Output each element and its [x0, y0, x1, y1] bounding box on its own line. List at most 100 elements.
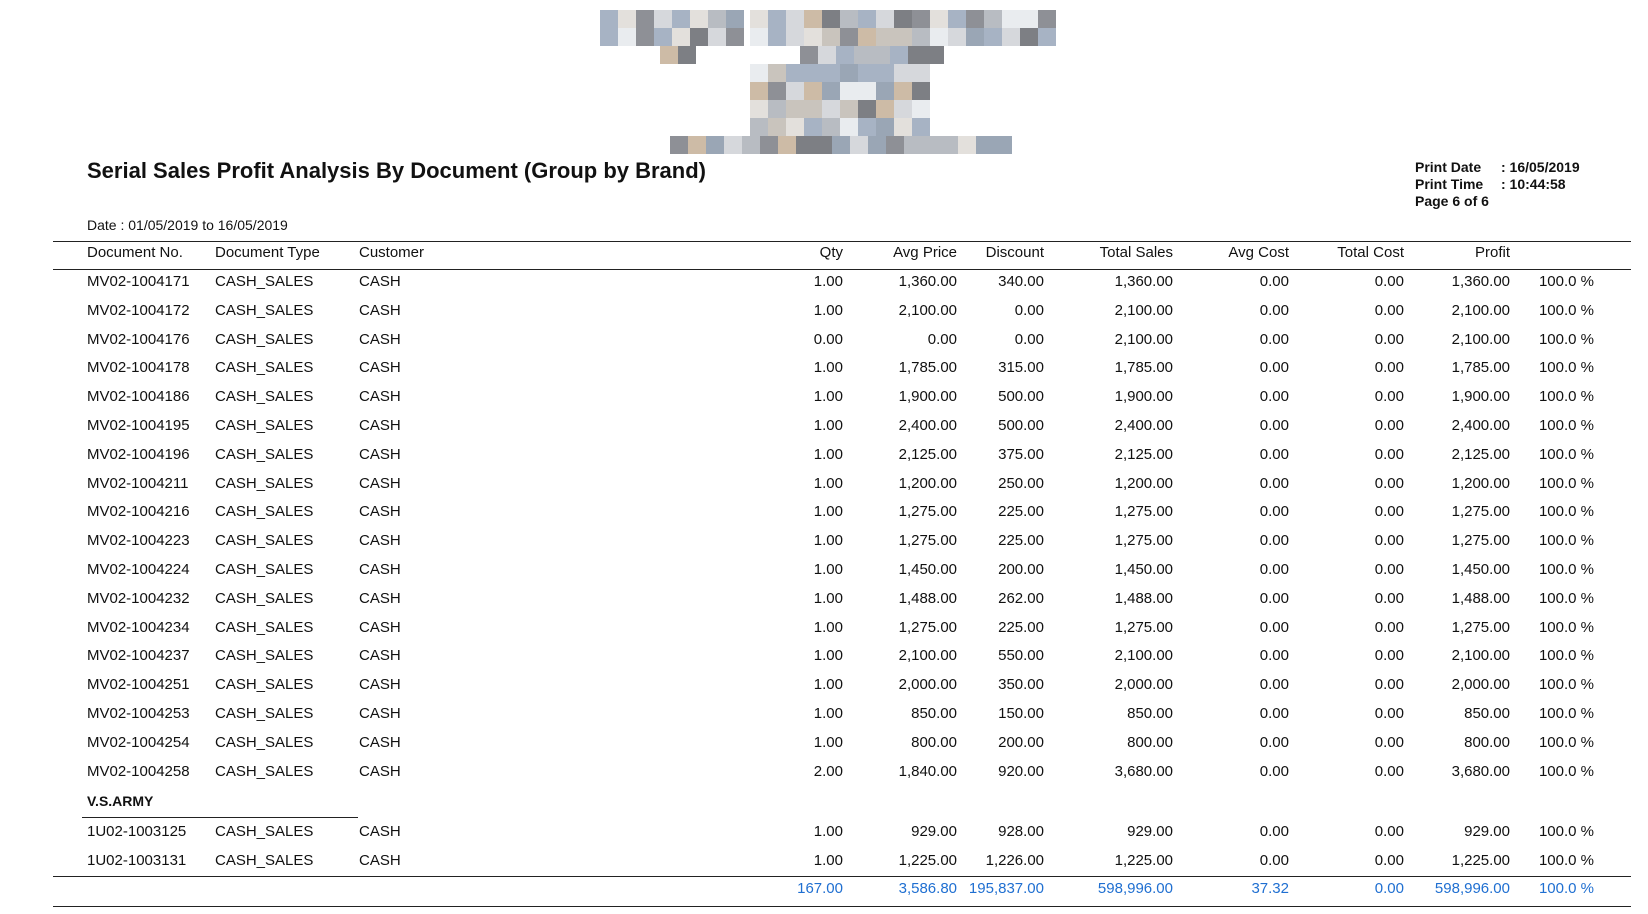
cell-discount: 0.00: [1014, 301, 1044, 319]
table-row: MV02-1004186 CASH_SALES CASH 1.00 1,900.00 50…: [0, 388, 1648, 408]
logo-pixel: [948, 10, 966, 28]
cell-document-type: CASH_SALES: [215, 561, 314, 578]
cell-total-sales: 3,680.00: [1114, 762, 1173, 780]
logo-pixel: [1020, 28, 1038, 46]
col-total-cost: Total Cost: [1337, 244, 1404, 261]
cell-profit: 1,488.00: [1451, 589, 1510, 607]
cell-total-cost: 0.00: [1374, 851, 1404, 869]
cell-profit: 2,100.00: [1451, 301, 1510, 319]
cell-avg-cost: 0.00: [1259, 733, 1289, 751]
cell-profit: 1,360.00: [1451, 273, 1510, 290]
cell-avg-price: 1,900.00: [898, 388, 957, 406]
cell-profit: 1,900.00: [1451, 388, 1510, 406]
col-qty: Qty: [819, 244, 843, 261]
cell-customer: CASH: [359, 532, 401, 550]
cell-profit-pct: 100.0 %: [1538, 301, 1594, 319]
table-row: MV02-1004254 CASH_SALES CASH 1.00 800.00 200.…: [0, 734, 1648, 754]
logo-pixel: [750, 28, 768, 46]
table-row: MV02-1004224 CASH_SALES CASH 1.00 1,450.00 20…: [0, 561, 1648, 581]
cell-document-type: CASH_SALES: [215, 589, 314, 607]
logo-pixel: [940, 136, 958, 154]
logo-pixel: [840, 118, 858, 136]
cell-profit: 2,000.00: [1451, 676, 1510, 694]
cell-avg-price: 2,000.00: [898, 676, 957, 694]
cell-avg-cost: 0.00: [1259, 705, 1289, 722]
logo-pixel: [894, 118, 912, 136]
cell-qty: 2.00: [813, 762, 843, 780]
logo-pixel: [876, 28, 894, 46]
logo-pixel: [750, 82, 768, 100]
cell-document-type: CASH_SALES: [215, 330, 314, 348]
cell-profit-pct: 100.0 %: [1538, 647, 1594, 665]
logo-pixel: [678, 46, 696, 64]
cell-profit-pct: 100.0 %: [1538, 445, 1594, 463]
cell-avg-cost: 0.00: [1259, 762, 1289, 780]
cell-discount: 1,226.00: [985, 851, 1044, 869]
cell-document-type: CASH_SALES: [215, 851, 314, 869]
logo-pixel: [876, 10, 894, 28]
header-top-rule: [53, 241, 1631, 242]
logo-pixel: [894, 64, 912, 82]
cell-avg-cost: 0.00: [1259, 445, 1289, 463]
cell-customer: CASH: [359, 445, 401, 463]
logo-pixel: [1038, 28, 1056, 46]
logo-pixel: [786, 118, 804, 136]
logo-pixel: [672, 28, 690, 46]
table-row: MV02-1004258 CASH_SALES CASH 2.00 1,840.00 92…: [0, 763, 1648, 783]
cell-total-cost: 0.00: [1374, 733, 1404, 751]
logo-pixel: [1038, 10, 1056, 28]
cell-customer: CASH: [359, 647, 401, 665]
logo-pixel: [894, 28, 912, 46]
cell-discount: 200.00: [998, 561, 1044, 578]
logo-pixel: [804, 10, 822, 28]
logo-pixel: [804, 64, 822, 82]
cell-profit-pct: 100.0 %: [1538, 676, 1594, 694]
logo-pixel: [690, 10, 708, 28]
cell-avg-cost: 0.00: [1259, 532, 1289, 550]
cell-avg-price: 1,450.00: [898, 561, 957, 578]
table-row: MV02-1004196 CASH_SALES CASH 1.00 2,125.00 37…: [0, 446, 1648, 466]
cell-discount: 550.00: [998, 647, 1044, 665]
col-customer: Customer: [359, 244, 425, 261]
cell-discount: 200.00: [998, 733, 1044, 751]
cell-discount: 250.00: [998, 474, 1044, 492]
cell-customer: CASH: [359, 474, 401, 492]
table-row: MV02-1004253 CASH_SALES CASH 1.00 850.00 150.…: [0, 705, 1648, 725]
cell-avg-price: 0.00: [927, 330, 957, 348]
total-sales: 598,996.00: [1097, 880, 1173, 897]
cell-document-type: CASH_SALES: [215, 474, 314, 492]
cell-profit-pct: 100.0 %: [1538, 851, 1594, 869]
col-discount: Discount: [985, 244, 1044, 261]
cell-profit-pct: 100.0 %: [1538, 705, 1594, 722]
cell-profit: 1,275.00: [1451, 532, 1510, 550]
cell-qty: 1.00: [813, 445, 843, 463]
cell-profit-pct: 100.0 %: [1538, 561, 1594, 578]
logo-pixel: [706, 136, 724, 154]
cell-document-no: MV02-1004224: [87, 561, 190, 578]
cell-discount: 500.00: [998, 417, 1044, 434]
cell-qty: 1.00: [813, 823, 843, 840]
cell-avg-cost: 0.00: [1259, 676, 1289, 694]
logo-pixel: [636, 10, 654, 28]
cell-customer: CASH: [359, 733, 401, 751]
company-logo-redacted: [600, 10, 1070, 154]
logo-pixel: [690, 28, 708, 46]
cell-total-sales: 929.00: [1127, 823, 1173, 840]
cell-discount: 225.00: [998, 618, 1044, 636]
cell-profit-pct: 100.0 %: [1538, 273, 1594, 290]
cell-total-cost: 0.00: [1374, 330, 1404, 348]
cell-profit: 1,785.00: [1451, 359, 1510, 377]
cell-avg-price: 1,225.00: [898, 851, 957, 869]
cell-total-cost: 0.00: [1374, 647, 1404, 665]
table-row: MV02-1004251 CASH_SALES CASH 1.00 2,000.00 35…: [0, 676, 1648, 696]
cell-avg-price: 800.00: [911, 733, 957, 751]
logo-pixel: [726, 28, 744, 46]
table-header: Document No. Document Type Customer Qty …: [0, 244, 1648, 264]
logo-pixel: [822, 100, 840, 118]
logo-pixel: [876, 100, 894, 118]
cell-avg-cost: 0.00: [1259, 330, 1289, 348]
cell-total-sales: 2,100.00: [1114, 301, 1173, 319]
cell-document-no: MV02-1004178: [87, 359, 190, 377]
logo-pixel: [600, 28, 618, 46]
logo-pixel: [994, 136, 1012, 154]
